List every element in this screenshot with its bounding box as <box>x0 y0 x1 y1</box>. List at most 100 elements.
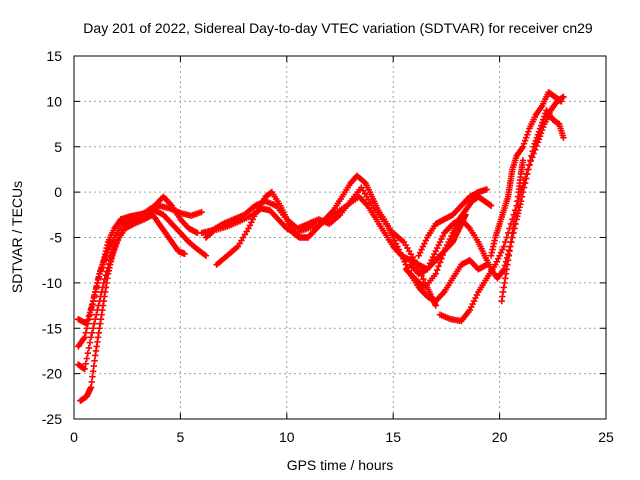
data-point <box>100 258 107 265</box>
data-point <box>525 128 532 135</box>
data-point <box>524 166 532 173</box>
x-tick-label: 5 <box>177 429 185 445</box>
data-point <box>438 255 445 262</box>
data-point <box>82 360 89 367</box>
data-point <box>85 312 93 320</box>
series-arc-12 <box>498 157 527 305</box>
data-point <box>560 134 567 141</box>
data-point <box>89 297 97 305</box>
series-arc-10 <box>415 186 491 259</box>
data-point <box>91 293 98 300</box>
data-point <box>86 339 94 346</box>
data-point <box>97 267 104 274</box>
data-point <box>540 123 547 131</box>
x-tick-label: 15 <box>385 429 401 445</box>
data-point <box>530 150 537 157</box>
data-point <box>500 243 508 250</box>
y-tick-label: -5 <box>50 230 63 246</box>
data-point <box>99 261 106 268</box>
data-point <box>101 255 109 262</box>
data-point <box>96 270 103 277</box>
x-tick-label: 25 <box>598 429 614 445</box>
data-point <box>526 161 533 169</box>
data-point <box>537 129 545 137</box>
data-point <box>487 202 495 209</box>
data-point <box>523 170 530 178</box>
y-tick-label: 10 <box>46 93 62 109</box>
data-point <box>521 137 529 144</box>
x-tick-label: 10 <box>279 429 295 445</box>
data-points <box>75 89 567 405</box>
data-point <box>95 275 102 282</box>
data-point <box>523 134 530 141</box>
data-point <box>538 126 546 134</box>
data-point <box>420 275 427 283</box>
data-point <box>88 329 96 336</box>
data-point <box>109 252 116 259</box>
data-point <box>181 250 188 258</box>
data-point <box>88 301 96 309</box>
tick-labels: 0 5 10 15 20 25 -25 -20 -15 -10 -5 0 5 10 15 <box>42 48 614 445</box>
data-point <box>534 139 542 146</box>
data-point <box>91 320 98 327</box>
data-point <box>87 305 95 312</box>
data-point <box>519 143 527 150</box>
y-tick-label: 15 <box>46 48 62 64</box>
data-point <box>83 320 90 327</box>
data-point <box>81 334 88 341</box>
series-arc-2 <box>75 211 188 373</box>
data-point <box>93 284 100 291</box>
plot-frame <box>73 55 607 420</box>
data-point <box>560 93 567 101</box>
data-point <box>86 309 94 316</box>
x-tick-label: 20 <box>492 429 508 445</box>
data-point <box>433 266 441 274</box>
data-point <box>439 251 447 259</box>
data-point <box>502 238 509 246</box>
data-point <box>85 344 93 352</box>
data-point <box>82 329 89 336</box>
data-point <box>529 154 536 161</box>
data-point <box>533 142 540 150</box>
y-tick-label: -10 <box>42 275 62 291</box>
data-point <box>92 315 99 323</box>
y-tick-label: -25 <box>42 411 62 427</box>
data-point <box>84 316 92 324</box>
series-arc-4 <box>75 193 201 327</box>
data-point <box>202 252 210 259</box>
data-point <box>432 270 439 277</box>
series-arc-3 <box>77 207 210 405</box>
y-axis-label: SDTVAR / TECUs <box>9 181 25 293</box>
data-point <box>527 157 535 165</box>
data-point <box>84 350 92 357</box>
data-point <box>111 246 118 253</box>
data-point <box>94 279 101 287</box>
data-point <box>483 186 491 193</box>
data-point <box>558 98 565 105</box>
data-point <box>110 249 117 256</box>
data-point <box>98 264 105 271</box>
grid-lines <box>74 56 606 419</box>
data-point <box>521 175 529 182</box>
data-point <box>536 132 544 140</box>
y-tick-label: 5 <box>54 139 62 155</box>
y-tick-label: -20 <box>42 366 62 382</box>
data-point <box>435 263 442 270</box>
data-point <box>436 259 444 266</box>
y-tick-label: 0 <box>54 184 62 200</box>
x-axis-label: GPS time / hours <box>287 457 394 473</box>
data-point <box>83 355 90 362</box>
data-point <box>535 135 543 143</box>
data-point <box>531 146 539 153</box>
series-arc-13 <box>487 89 565 259</box>
data-point <box>520 140 528 147</box>
x-tick-label: 0 <box>70 429 78 445</box>
data-point <box>524 131 531 138</box>
data-point <box>89 325 97 332</box>
data-point <box>87 334 95 341</box>
y-tick-label: -15 <box>42 320 62 336</box>
data-point <box>519 157 527 164</box>
chart-title: Day 201 of 2022, Sidereal Day-to-day VTE… <box>83 20 593 36</box>
data-point <box>198 208 205 216</box>
